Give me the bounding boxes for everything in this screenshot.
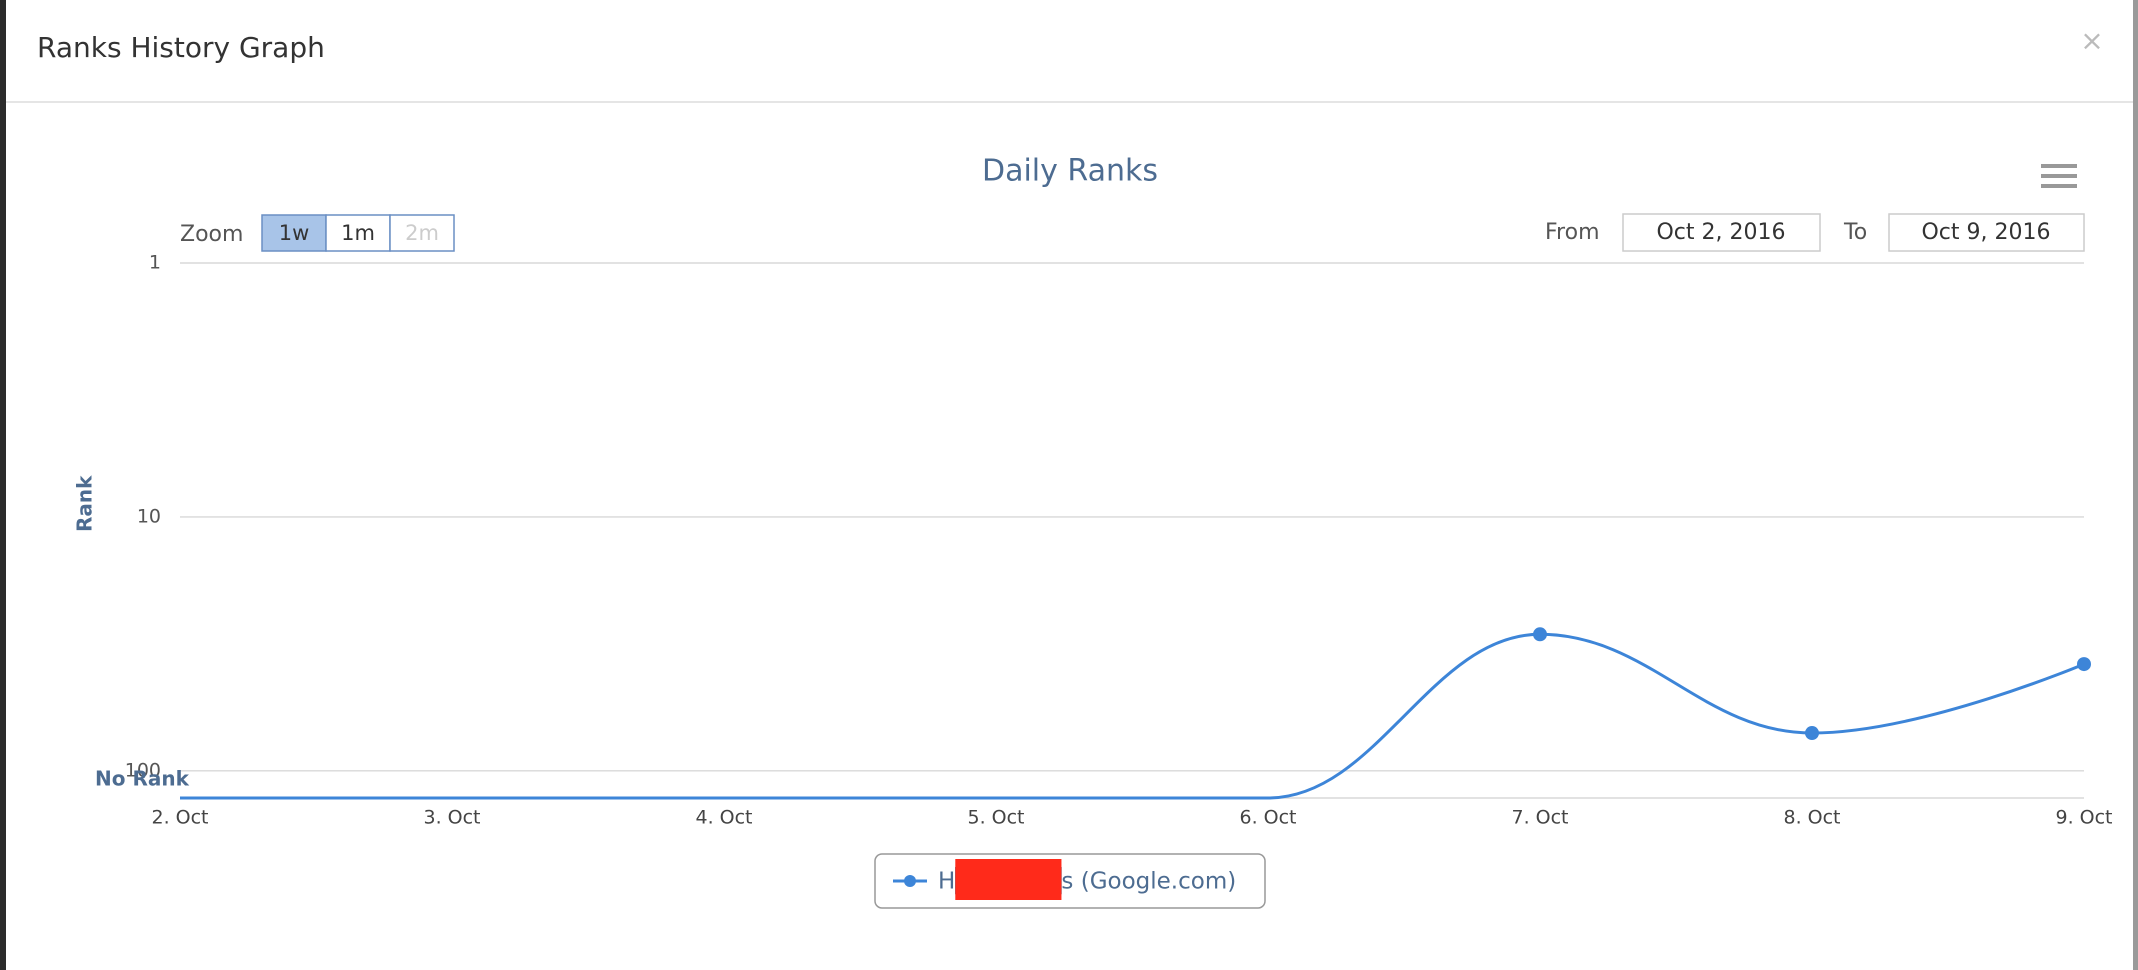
to-input[interactable] [1888, 213, 2085, 252]
dialog-title: Ranks History Graph [37, 31, 325, 64]
data-point[interactable] [1805, 726, 1819, 741]
x-tick-label: 3. Oct [423, 807, 480, 829]
menu-icon[interactable] [2041, 164, 2077, 188]
x-tick-label: 4. Oct [695, 807, 752, 829]
zoom-button [389, 214, 455, 252]
to-label: To [1843, 220, 1867, 245]
data-point[interactable] [1533, 627, 1547, 642]
menu-bar [2041, 174, 2077, 178]
menu-bar [2041, 164, 2077, 168]
zoom-button[interactable] [325, 214, 391, 252]
right-edge [2133, 0, 2138, 970]
x-tick-label: 2. Oct [151, 807, 208, 829]
x-tick-label: 6. Oct [1239, 807, 1296, 829]
y-tick-label: 1 [149, 252, 161, 274]
zoom-label: Zoom [180, 222, 243, 247]
to-date[interactable]: Oct 9, 2016 [1921, 220, 2050, 245]
menu-bar [2041, 184, 2077, 188]
chart-title: Daily Ranks [982, 154, 1158, 189]
left-edge [0, 0, 6, 970]
from-label: From [1545, 220, 1600, 245]
series-line [179, 632, 2085, 800]
from-date[interactable]: Oct 2, 2016 [1656, 220, 1785, 245]
zoom-button-label[interactable]: 1w [279, 221, 310, 245]
x-tick-label: 7. Oct [1511, 807, 1568, 829]
x-tick-label: 5. Oct [967, 807, 1024, 829]
data-point[interactable] [2077, 657, 2091, 672]
close-button[interactable]: × [2080, 24, 2103, 57]
legend-marker [904, 875, 916, 887]
y-tick-label: No Rank [95, 767, 190, 791]
zoom-button[interactable] [261, 214, 327, 252]
x-tick-label: 9. Oct [2055, 807, 2112, 829]
y-axis-title: Rank [73, 475, 97, 532]
x-tick-label: 8. Oct [1783, 807, 1840, 829]
redaction [955, 859, 1062, 900]
y-tick-label: 10 [137, 505, 161, 527]
zoom-button-label[interactable]: 1m [341, 221, 375, 245]
y-tick-label: 100 [125, 759, 161, 781]
from-input[interactable] [1622, 213, 1821, 252]
zoom-button-label: 2m [405, 221, 439, 245]
